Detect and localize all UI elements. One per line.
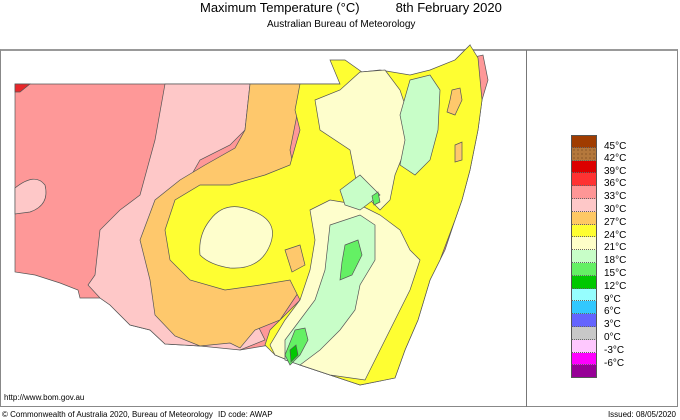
- legend-swatch-minus6: -6°C: [571, 352, 624, 369]
- legend-swatch-3: 3°C: [571, 314, 621, 330]
- copyright-text: © Commonwealth of Australia 2020, Bureau…: [2, 410, 213, 419]
- zone-15-18-tab: [371, 191, 381, 206]
- legend-swatch-12: 12°C: [571, 275, 626, 292]
- bom-url-link[interactable]: http://www.bom.gov.au: [4, 393, 85, 402]
- issued-date: Issued: 08/05/2020: [607, 410, 676, 419]
- id-code: ID code: AWAP: [218, 410, 273, 419]
- zone-27-30-west: [284, 244, 306, 273]
- legend-swatch-6: 6°C: [571, 301, 621, 317]
- legend-swatch-9: 9°C: [571, 288, 621, 305]
- legend-swatch-39: 39°C: [571, 160, 626, 177]
- zone-18-21-north: [399, 74, 441, 176]
- zone-36-39: [14, 83, 31, 93]
- title-date: 8th February 2020: [395, 0, 502, 15]
- legend-swatch-0: 0°C: [571, 326, 621, 343]
- legend-swatch-36: 36°C: [571, 173, 626, 189]
- map-frame: [0, 49, 678, 407]
- legend-swatch-minus3: -3°C: [571, 339, 624, 356]
- map-title: Maximum Temperature (°C) 8th February 202…: [200, 0, 502, 15]
- zone-30-33-island: [14, 178, 47, 215]
- zone-15-18-mid: [339, 239, 363, 281]
- title-variable: Maximum Temperature (°C): [200, 0, 360, 15]
- zone-30-33: [87, 83, 266, 351]
- zone-18-21-mid: [339, 174, 381, 211]
- zone-27-30-coast2: [454, 141, 463, 163]
- zone-12-15: [289, 344, 299, 363]
- legend-swatch-42: 42°C: [571, 147, 626, 164]
- legend-swatch-21: 21°C: [571, 237, 626, 253]
- temperature-legend: 45°C 42°C 39°C 36°C 33°C 30°C 27°C 24°C …: [571, 135, 626, 379]
- legend-swatch-33: 33°C: [571, 186, 626, 202]
- legend-swatch-15: 15°C: [571, 262, 626, 279]
- legend-divider: [526, 50, 527, 407]
- legend-swatch-below-minus6: [571, 365, 597, 379]
- zone-21-24-central: [199, 206, 273, 269]
- legend-swatch-30: 30°C: [571, 198, 626, 215]
- zone-27-30-coast1: [446, 87, 463, 116]
- legend-swatch-18: 18°C: [571, 250, 626, 266]
- legend-swatch-45: 45°C: [571, 135, 626, 152]
- map-subtitle: Australian Bureau of Meteorology: [267, 19, 416, 30]
- legend-swatch-27: 27°C: [571, 211, 626, 228]
- legend-swatch-24: 24°C: [571, 224, 626, 241]
